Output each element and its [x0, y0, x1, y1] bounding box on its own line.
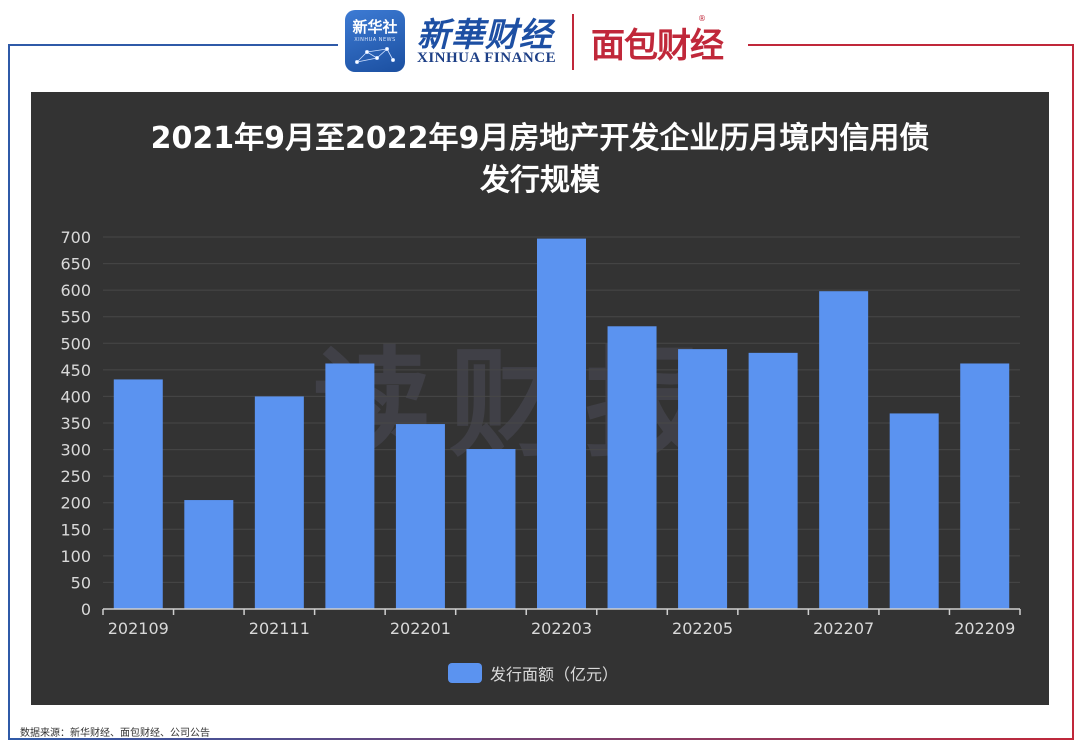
y-tick-label: 600: [60, 281, 91, 300]
legend[interactable]: 发行面额（亿元）: [448, 661, 618, 685]
bar[interactable]: [819, 291, 869, 609]
y-tick-label: 650: [60, 255, 91, 274]
chart-title-line-1: 2021年9月至2022年9月房地产开发企业历月境内信用债: [150, 121, 930, 156]
chart-title: 2021年9月至2022年9月房地产开发企业历月境内信用债 发行规模: [31, 118, 1049, 202]
legend-swatch: [448, 663, 482, 683]
frame-right-border: [1072, 44, 1074, 740]
bar[interactable]: [889, 413, 939, 609]
frame-bottom-border: [8, 738, 1074, 740]
bar[interactable]: [254, 396, 304, 609]
network-icon: [355, 47, 396, 64]
bar[interactable]: [960, 363, 1010, 609]
bar[interactable]: [184, 500, 234, 609]
frame-left-border: [8, 44, 10, 740]
legend-label: 发行面额（亿元）: [490, 665, 619, 684]
xinhua-finance-logo-cn: 新華财经: [417, 15, 553, 54]
y-tick-label: 450: [60, 361, 91, 380]
bar[interactable]: [395, 424, 445, 609]
y-tick-label: 200: [60, 494, 91, 513]
brand-header: 新华社 XINHUA NEWS 新華财经 XINHUA FINANCE 面包财经…: [345, 8, 745, 72]
mianbao-finance-logo: 面包财经: [591, 26, 724, 66]
xinhua-finance-logo-en: XINHUA FINANCE: [417, 50, 557, 66]
x-tick-label: 202203: [531, 619, 592, 638]
bar[interactable]: [537, 238, 586, 609]
xinhua-badge-subtext: XINHUA NEWS: [354, 37, 396, 43]
y-tick-label: 700: [60, 228, 91, 247]
x-tick-label: 202209: [954, 619, 1015, 638]
logo-separator: [572, 14, 574, 70]
y-tick-label: 350: [60, 414, 91, 433]
data-source-note: 数据来源：新华财经、面包财经、公司公告: [20, 728, 210, 739]
frame-top-left-border: [8, 44, 338, 46]
bar[interactable]: [113, 379, 163, 609]
bar[interactable]: [325, 363, 375, 609]
chart-panel: 2021年9月至2022年9月房地产开发企业历月境内信用债 发行规模 读财报 0…: [31, 92, 1049, 705]
x-tick-label: 202109: [108, 619, 169, 638]
y-tick-label: 150: [60, 520, 91, 539]
x-tick-label: 202205: [672, 619, 733, 638]
y-tick-label: 400: [60, 387, 91, 406]
y-tick-label: 300: [60, 441, 91, 460]
y-tick-label: 500: [60, 334, 91, 353]
y-tick-label: 100: [60, 547, 91, 566]
y-tick-label: 250: [60, 467, 91, 486]
xinhua-badge-text: 新华社: [352, 18, 398, 36]
bar[interactable]: [466, 449, 516, 609]
x-tick-label: 202111: [249, 619, 310, 638]
bar[interactable]: [678, 349, 728, 609]
chart-title-line-2: 发行规模: [480, 163, 600, 198]
x-tick-label: 202207: [813, 619, 874, 638]
bar-chart: 0 50 100 150 200 250 300 350 400 450 500 550 600 650 7…: [60, 228, 1021, 638]
y-tick-label: 0: [81, 600, 91, 619]
registered-mark-icon: ®: [698, 14, 706, 23]
frame-top-right-border: [748, 44, 1074, 46]
x-tick-label: 202201: [390, 619, 451, 638]
y-tick-label: 550: [60, 308, 91, 327]
y-tick-label: 50: [71, 573, 91, 592]
bar[interactable]: [607, 326, 657, 609]
bar[interactable]: [748, 352, 798, 609]
xinhua-news-logo: 新华社 XINHUA NEWS: [345, 10, 405, 72]
